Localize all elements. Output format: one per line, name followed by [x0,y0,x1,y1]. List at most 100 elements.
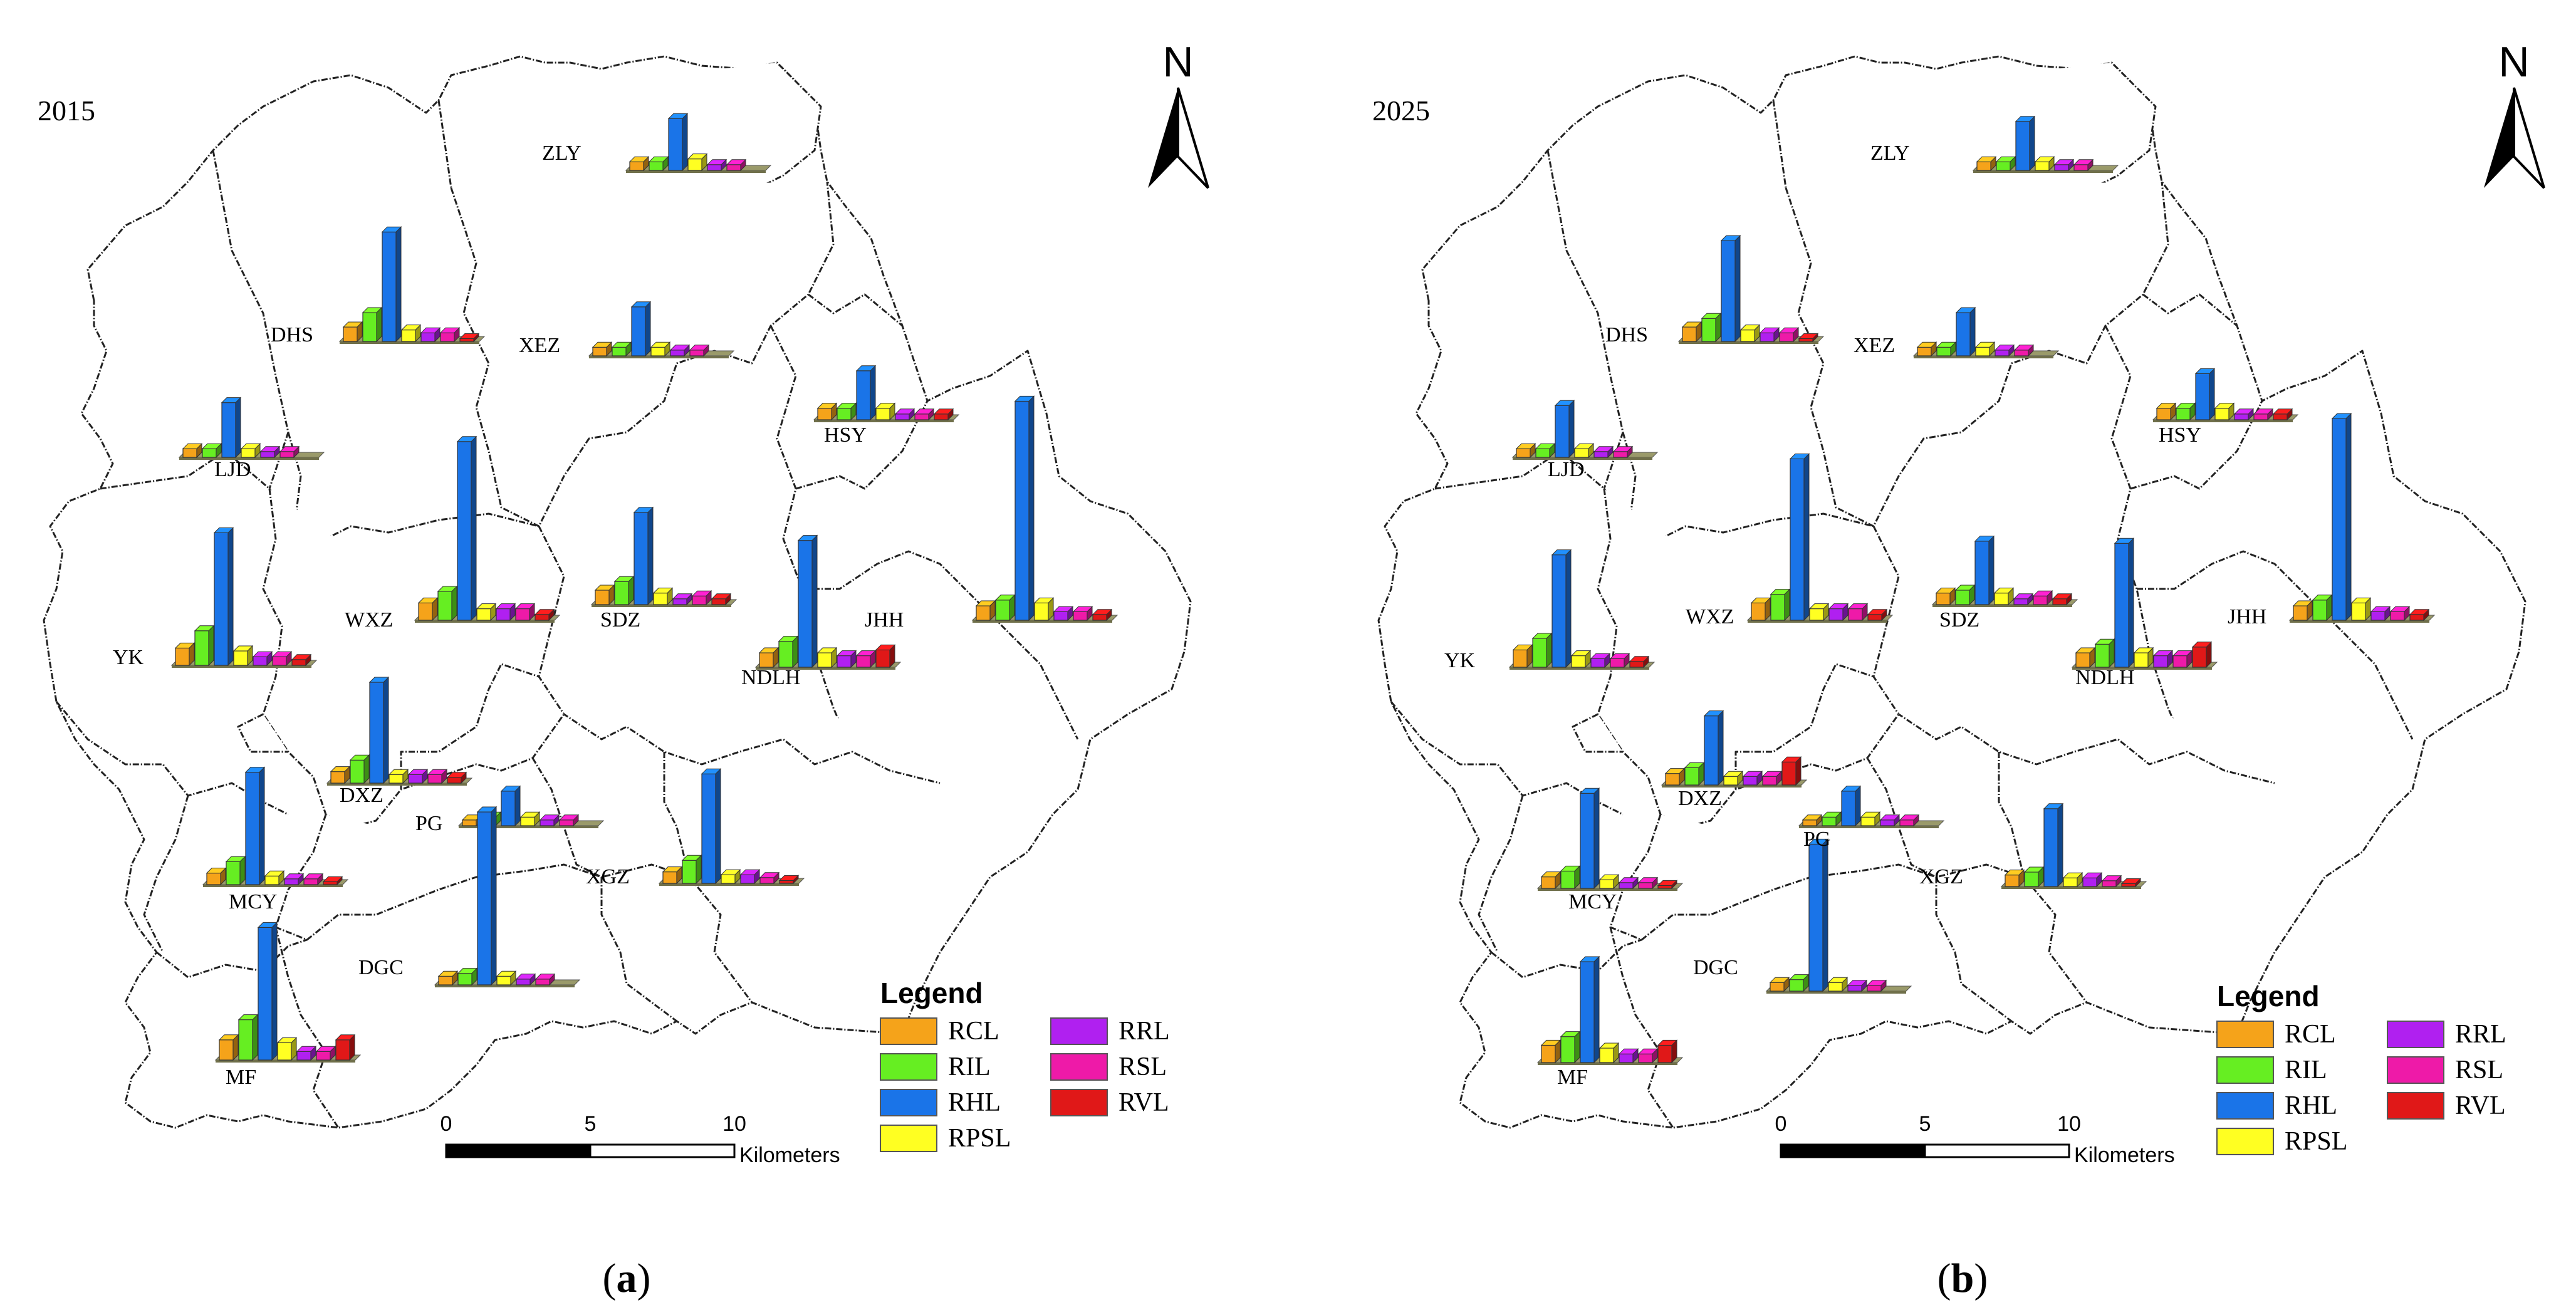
north-arrow-icon [2484,87,2545,189]
bar-ndlh-rvl [875,644,896,668]
bar-pg-rhl [1840,785,1862,827]
bar-sdz-rsl [2032,590,2053,606]
legend-label: RPSL [2285,1127,2347,1156]
chart-base-edge [435,985,575,987]
bar-yk-rpsl [1570,650,1592,668]
legend-item-rvl: RVL [2387,1091,2506,1120]
bar-mcy-rpsl [1598,873,1620,890]
bar-zly-rrl [706,159,727,172]
town-bar-chart-dhs [1677,234,1825,344]
bar-xez-rpsl [650,341,671,357]
bar-wxz-rhl [456,435,477,621]
bar-yk-rrl [252,650,273,667]
town-label-yk: YK [1444,649,1476,672]
bar-mf-ril [237,1014,259,1061]
bar-yk-rrl [1590,652,1611,668]
scale-bar-a: 0 5 10 Kilometers [441,1112,840,1167]
bar-xgz-rrl [739,868,761,885]
chart-base-edge [172,665,311,668]
bar-sdz-ril [613,575,635,606]
bar-jhh-rpsl [2350,597,2372,621]
bar-xgz-rpsl [720,868,741,885]
bar-dhs-rpsl [400,324,422,343]
town-label-jhh: JHH [2228,605,2266,628]
bar-ljd-ril [1535,442,1556,459]
chart-base-edge [179,457,319,460]
town-bar-chart-xgz [658,767,805,886]
town-label-hsy: HSY [2159,424,2201,447]
town-label-ljd: LJD [1548,458,1585,481]
bar-xez-rcl [1916,341,1937,357]
bar-jhh-ril [2312,594,2333,621]
bar-pg-rsl [1899,814,1920,827]
bar-jhh-rhl [2331,412,2352,621]
bar-dhs-rsl [1778,326,1800,343]
legend-swatch [1050,1089,1108,1116]
bar-pg-rcl [1802,814,1823,827]
bar-hsy-rrl [2233,408,2255,421]
bar-xez-rcl [592,341,613,357]
bar-xgz-rvl [2120,878,2142,888]
bar-mf-rpsl [276,1037,298,1061]
bar-dxz-rvl [446,771,467,784]
scale-unit: Kilometers [739,1143,840,1167]
chart-base-edge [659,883,799,886]
town-bar-chart-ndlh [2071,537,2218,670]
chart-base-edge [2001,886,2141,889]
legend-item-rpsl: RPSL [880,1124,1011,1153]
town-label-dxz: DXZ [1678,787,1722,810]
town-label-ndlh: NDLH [2075,666,2134,689]
town-label-wxz: WXZ [345,608,393,632]
town-bar-chart-dhs [338,226,486,344]
bar-sdz-rhl [1974,535,1995,606]
bar-hsy-ril [2175,402,2196,421]
legend-swatch [1050,1053,1108,1081]
bar-wxz-ril [437,585,458,621]
bar-ndlh-rhl [2114,537,2135,668]
bar-hsy-ril [836,402,857,421]
bar-wxz-rsl [514,603,536,621]
bar-wxz-rpsl [476,603,497,621]
bar-xgz-rrl [2082,871,2103,888]
scale-tick-10: 10 [2057,1112,2081,1136]
legend-item-rhl: RHL [2216,1091,2337,1120]
bar-dxz-ril [1684,762,1705,786]
bar-jhh-rpsl [1033,597,1055,621]
town-bar-chart-zly [1972,115,2119,173]
bar-dgc-rsl [1866,979,1887,992]
bar-xgz-rcl [662,866,683,885]
town-label-jhh: JHH [865,608,904,632]
bar-xgz-rhl [2043,803,2064,888]
legend-item-rvl: RVL [1050,1088,1169,1117]
north-letter: N [2498,38,2529,86]
bar-ljd-rcl [182,442,203,459]
scale-tick-10: 10 [722,1112,746,1136]
bar-xez-rpsl [1974,341,1996,357]
town-label-pg: PG [415,812,442,835]
bar-sdz-rvl [711,593,732,606]
bar-zly-rhl [2015,115,2036,172]
bar-jhh-ril [994,594,1016,621]
bar-mf-rsl [1637,1047,1659,1064]
bar-dgc-rhl [1808,838,1829,992]
bar-dxz-rhl [368,676,390,784]
legend-label: RSL [2455,1056,2503,1084]
town-bar-chart-dxz [1661,710,1808,788]
scale-tick-5: 5 [585,1112,597,1136]
bar-xez-rsl [689,344,710,357]
bar-wxz-rrl [1828,603,1849,621]
bar-dhs-rvl [1798,333,1819,343]
bar-xez-ril [1936,341,1957,357]
bar-mf-rhl [1579,955,1600,1064]
bar-chart-layer-a [170,112,1119,1063]
bar-mf-rrl [1618,1047,1639,1064]
town-label-zly: ZLY [1870,142,1910,165]
bar-zly-rcl [1976,155,1997,172]
bar-hsy-rcl [2156,402,2177,421]
chart-base-edge [626,170,766,173]
bar-dhs-rcl [342,321,363,343]
bar-dgc-rpsl [496,970,517,986]
legend-label: RPSL [948,1124,1011,1153]
chart-base-edge [1510,667,1649,670]
legend-label: RRL [2455,1020,2506,1049]
